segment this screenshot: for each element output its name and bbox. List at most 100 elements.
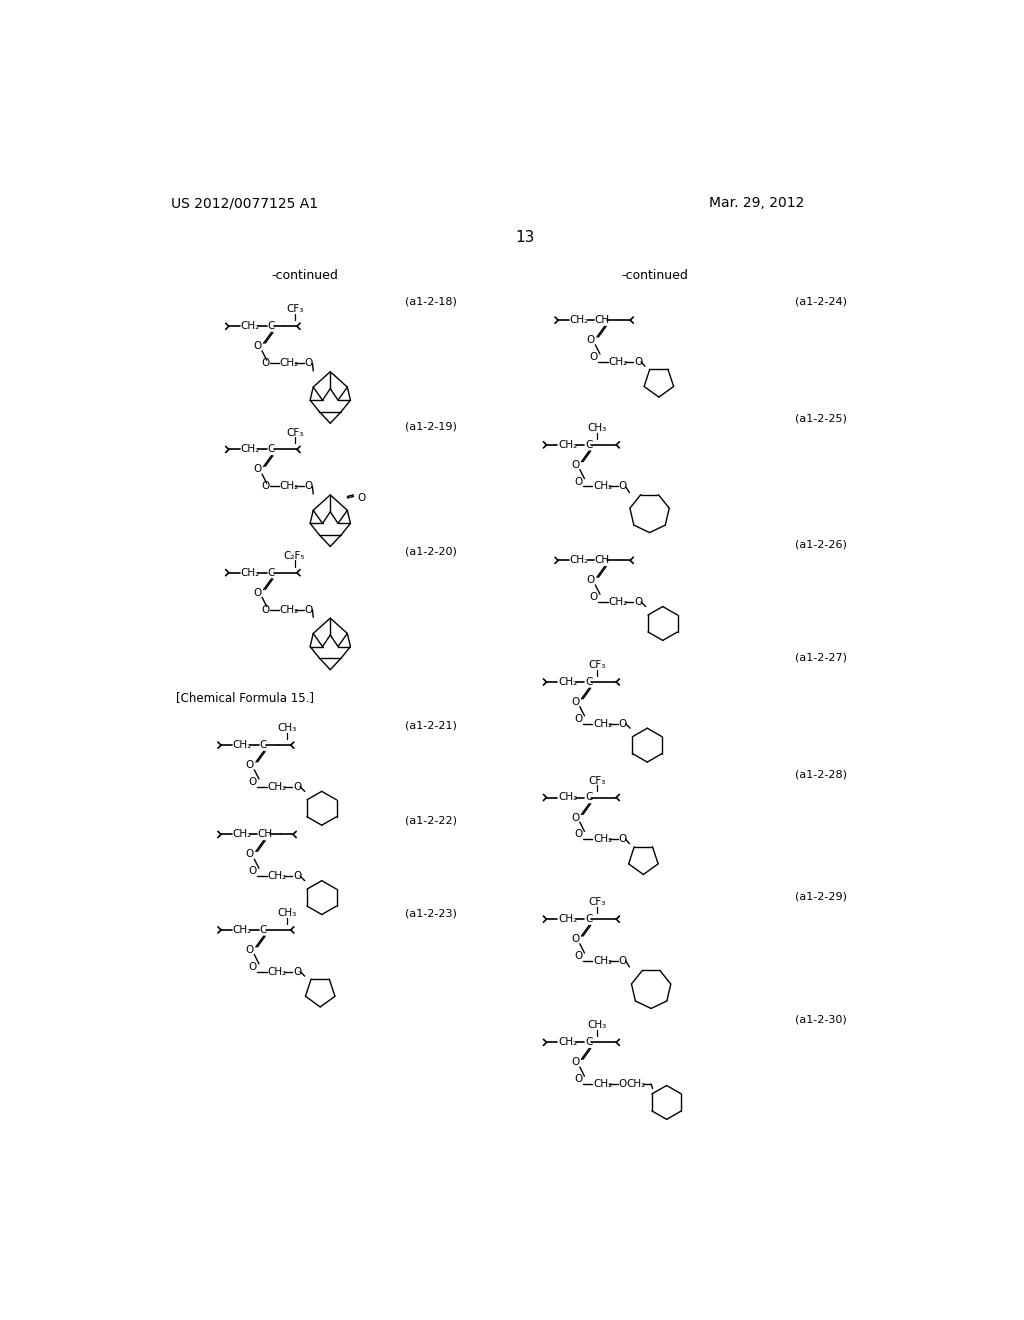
Text: CH₂: CH₂ xyxy=(280,358,298,368)
Text: [Chemical Formula 15.]: [Chemical Formula 15.] xyxy=(176,690,314,704)
Text: C: C xyxy=(586,915,593,924)
Text: 13: 13 xyxy=(515,230,535,246)
Text: O: O xyxy=(293,781,301,792)
Text: CH: CH xyxy=(257,829,272,840)
Text: O: O xyxy=(634,597,642,607)
Text: CH₂: CH₂ xyxy=(558,792,578,803)
Text: O: O xyxy=(571,935,580,944)
Text: C: C xyxy=(586,1038,593,1047)
Text: -continued: -continued xyxy=(271,269,338,282)
Text: O: O xyxy=(357,492,366,503)
Text: O: O xyxy=(590,352,598,362)
Text: O: O xyxy=(574,477,583,487)
Text: (a1-2-25): (a1-2-25) xyxy=(795,413,847,424)
Text: O: O xyxy=(587,576,595,585)
Text: CH₂: CH₂ xyxy=(558,915,578,924)
Text: CH₂: CH₂ xyxy=(627,1078,645,1089)
Text: C: C xyxy=(267,568,274,578)
Text: O: O xyxy=(634,356,642,367)
Text: CF₃: CF₃ xyxy=(286,305,303,314)
Text: O: O xyxy=(253,465,261,474)
Text: C: C xyxy=(586,677,593,686)
Text: (a1-2-22): (a1-2-22) xyxy=(404,816,457,825)
Text: CH: CH xyxy=(595,315,609,325)
Text: O: O xyxy=(571,1057,580,1068)
Text: O: O xyxy=(261,482,269,491)
Text: CF₃: CF₃ xyxy=(588,898,605,907)
Text: O: O xyxy=(305,358,313,368)
Text: CH₂: CH₂ xyxy=(241,321,260,331)
Text: US 2012/0077125 A1: US 2012/0077125 A1 xyxy=(171,197,317,210)
Text: CH₂: CH₂ xyxy=(280,482,298,491)
Text: (a1-2-23): (a1-2-23) xyxy=(404,908,457,917)
Text: CF₃: CF₃ xyxy=(286,428,303,437)
Text: CH₂: CH₂ xyxy=(267,871,287,880)
Text: O: O xyxy=(246,850,254,859)
Text: O: O xyxy=(249,777,257,787)
Text: O: O xyxy=(249,962,257,972)
Text: O: O xyxy=(246,760,254,770)
Text: C: C xyxy=(267,321,274,331)
Text: O: O xyxy=(618,1078,627,1089)
Text: O: O xyxy=(590,593,598,602)
Text: C: C xyxy=(260,925,267,935)
Text: O: O xyxy=(293,871,301,880)
Text: (a1-2-29): (a1-2-29) xyxy=(795,891,847,902)
Text: CH₂: CH₂ xyxy=(267,966,287,977)
Text: C: C xyxy=(260,741,267,750)
Text: O: O xyxy=(571,813,580,822)
Text: CH₂: CH₂ xyxy=(593,718,612,729)
Text: (a1-2-24): (a1-2-24) xyxy=(795,297,847,306)
Text: CH₂: CH₂ xyxy=(608,597,628,607)
Text: CH₂: CH₂ xyxy=(569,315,589,325)
Text: (a1-2-18): (a1-2-18) xyxy=(404,297,457,306)
Text: CH₂: CH₂ xyxy=(558,440,578,450)
Text: C: C xyxy=(586,440,593,450)
Text: (a1-2-30): (a1-2-30) xyxy=(795,1014,846,1024)
Text: CH₃: CH₃ xyxy=(587,1020,606,1031)
Text: (a1-2-20): (a1-2-20) xyxy=(404,546,457,556)
Text: C₂F₅: C₂F₅ xyxy=(284,550,305,561)
Text: CH₃: CH₃ xyxy=(278,908,297,917)
Text: Mar. 29, 2012: Mar. 29, 2012 xyxy=(710,197,805,210)
Text: O: O xyxy=(618,956,627,966)
Text: O: O xyxy=(574,952,583,961)
Text: C: C xyxy=(267,445,274,454)
Text: CH₂: CH₂ xyxy=(232,829,252,840)
Text: CH: CH xyxy=(595,556,609,565)
Text: O: O xyxy=(571,459,580,470)
Text: (a1-2-26): (a1-2-26) xyxy=(795,540,847,550)
Text: CH₂: CH₂ xyxy=(593,834,612,843)
Text: O: O xyxy=(305,605,313,615)
Text: CH₂: CH₂ xyxy=(267,781,287,792)
Text: O: O xyxy=(261,358,269,368)
Text: O: O xyxy=(618,834,627,843)
Text: CH₂: CH₂ xyxy=(608,356,628,367)
Text: O: O xyxy=(249,866,257,876)
Text: CH₂: CH₂ xyxy=(593,956,612,966)
Text: O: O xyxy=(618,482,627,491)
Text: (a1-2-19): (a1-2-19) xyxy=(404,421,457,432)
Text: CH₂: CH₂ xyxy=(558,677,578,686)
Text: (a1-2-21): (a1-2-21) xyxy=(404,721,457,730)
Text: (a1-2-27): (a1-2-27) xyxy=(795,652,847,663)
Text: CF₃: CF₃ xyxy=(588,776,605,785)
Text: CF₃: CF₃ xyxy=(588,660,605,671)
Text: CH₂: CH₂ xyxy=(569,556,589,565)
Text: O: O xyxy=(618,718,627,729)
Text: CH₂: CH₂ xyxy=(280,605,298,615)
Text: CH₂: CH₂ xyxy=(232,741,252,750)
Text: O: O xyxy=(305,482,313,491)
Text: (a1-2-28): (a1-2-28) xyxy=(795,770,847,779)
Text: CH₃: CH₃ xyxy=(587,422,606,433)
Text: O: O xyxy=(574,714,583,723)
Text: CH₃: CH₃ xyxy=(278,723,297,733)
Text: O: O xyxy=(293,966,301,977)
Text: O: O xyxy=(574,1074,583,1084)
Text: -continued: -continued xyxy=(622,269,688,282)
Text: CH₂: CH₂ xyxy=(232,925,252,935)
Text: O: O xyxy=(253,342,261,351)
Text: CH₂: CH₂ xyxy=(593,482,612,491)
Text: CH₂: CH₂ xyxy=(593,1078,612,1089)
Text: O: O xyxy=(574,829,583,840)
